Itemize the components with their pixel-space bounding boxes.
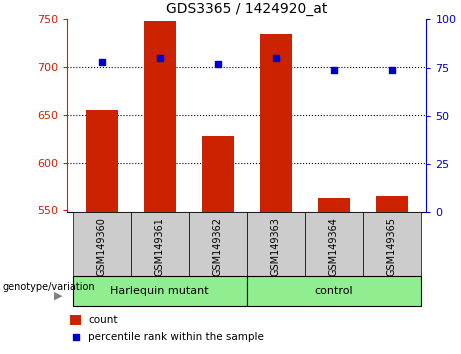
Text: count: count xyxy=(89,315,118,325)
Bar xyxy=(130,212,189,276)
Text: GSM149363: GSM149363 xyxy=(271,217,281,276)
Bar xyxy=(247,212,305,276)
Text: GSM149361: GSM149361 xyxy=(154,217,165,276)
Text: Harlequin mutant: Harlequin mutant xyxy=(110,286,209,296)
Bar xyxy=(73,212,130,276)
Point xyxy=(156,55,163,61)
Bar xyxy=(73,276,247,306)
Text: control: control xyxy=(314,286,353,296)
Text: GSM149365: GSM149365 xyxy=(387,217,396,276)
Bar xyxy=(71,315,81,325)
Point xyxy=(72,335,79,340)
Bar xyxy=(318,198,349,212)
Bar xyxy=(201,136,234,212)
Point xyxy=(214,61,221,67)
Point xyxy=(98,59,105,65)
Text: GSM149364: GSM149364 xyxy=(329,217,339,276)
Point xyxy=(272,55,279,61)
Bar xyxy=(247,276,420,306)
Text: GSM149362: GSM149362 xyxy=(213,217,223,276)
Text: percentile rank within the sample: percentile rank within the sample xyxy=(89,332,264,342)
Bar xyxy=(86,110,118,212)
Text: genotype/variation: genotype/variation xyxy=(2,282,95,292)
Bar xyxy=(189,212,247,276)
Bar xyxy=(144,21,176,212)
Text: ▶: ▶ xyxy=(54,291,62,301)
Title: GDS3365 / 1424920_at: GDS3365 / 1424920_at xyxy=(166,2,327,16)
Point xyxy=(330,67,337,73)
Bar xyxy=(376,196,408,212)
Bar xyxy=(260,34,291,212)
Point xyxy=(388,67,396,73)
Bar xyxy=(305,212,363,276)
Text: GSM149360: GSM149360 xyxy=(97,217,106,276)
Bar xyxy=(363,212,420,276)
